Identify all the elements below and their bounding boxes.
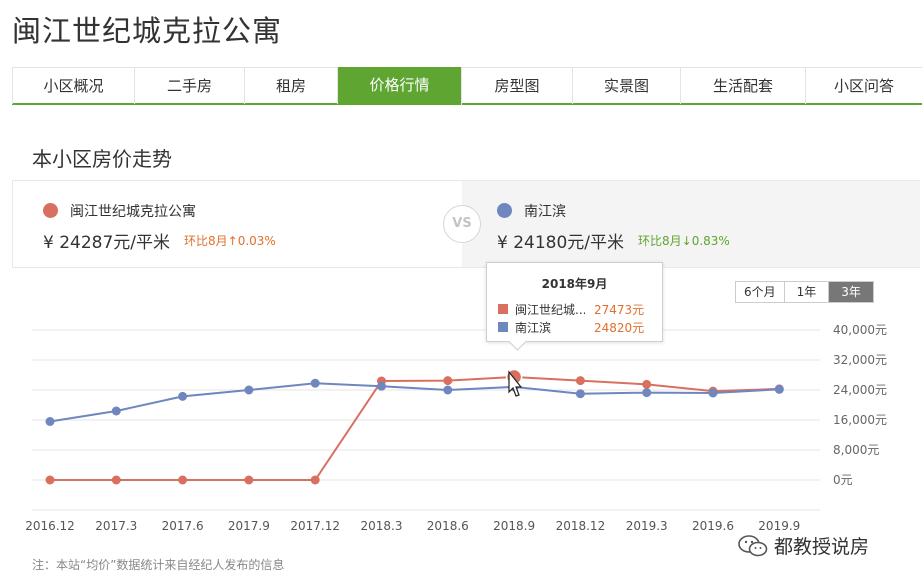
page-title: 闽江世纪城克拉公寓 (12, 14, 283, 48)
mouse-cursor-icon (508, 370, 523, 397)
range-selector: 6个月 1年 3年 (735, 281, 874, 303)
compare-panel: 闽江世纪城克拉公寓 ¥ 24287元/平米 环比8月↑0.03% 南江滨 ¥ 2… (12, 180, 920, 268)
x-tick-label: 2018.12 (556, 519, 606, 533)
tab-second-hand[interactable]: 二手房 (135, 68, 245, 104)
y-tick-label: 8,000元 (833, 443, 879, 457)
wechat-icon (738, 534, 768, 556)
y-tick-label: 40,000元 (833, 323, 887, 337)
series-dot-right (497, 203, 512, 218)
y-tick-label: 24,000元 (833, 383, 887, 397)
data-point[interactable] (310, 475, 320, 485)
compare-right-price: ¥ 24180元/平米 (497, 233, 625, 253)
data-point[interactable] (443, 385, 453, 395)
range-1-year-button[interactable]: 1年 (784, 282, 830, 302)
tab-photos[interactable]: 实景图 (573, 68, 681, 104)
tab-rent[interactable]: 租房 (245, 68, 338, 104)
data-point[interactable] (708, 388, 718, 398)
compare-left-name: 闽江世纪城克拉公寓 (70, 204, 196, 220)
x-tick-label: 2018.9 (493, 519, 535, 533)
compare-left: 闽江世纪城克拉公寓 ¥ 24287元/平米 环比8月↑0.03% (12, 181, 462, 267)
data-point[interactable] (505, 368, 523, 386)
tab-price-trend[interactable]: 价格行情 (338, 67, 462, 105)
x-tick-label: 2016.12 (25, 519, 75, 533)
tooltip-row: 闽江世纪城... 27473元 (498, 301, 658, 317)
x-tick-label: 2019.6 (692, 519, 734, 533)
x-tick-label: 2018.3 (361, 519, 403, 533)
data-point[interactable] (178, 391, 188, 401)
data-point[interactable] (575, 376, 585, 386)
x-tick-label: 2017.9 (228, 519, 270, 533)
watermark: 都教授说房 (738, 532, 869, 559)
data-point[interactable] (45, 475, 55, 485)
x-tick-label: 2017.12 (290, 519, 340, 533)
series-line (50, 375, 780, 481)
data-point[interactable] (377, 376, 386, 386)
data-point[interactable] (244, 475, 254, 485)
compare-left-change: 环比8月↑0.03% (184, 234, 276, 248)
data-point[interactable] (178, 475, 188, 485)
data-point[interactable] (45, 417, 55, 426)
data-source-note: 注：本站“均价”数据统计来自经纪人发布的信息 (32, 558, 285, 572)
y-tick-label: 0元 (833, 473, 853, 487)
data-point[interactable] (310, 378, 320, 388)
data-point[interactable] (575, 389, 585, 399)
range-3-years-button[interactable]: 3年 (829, 282, 873, 302)
series-dot-left (43, 203, 58, 218)
vs-badge: VS (443, 205, 481, 243)
compare-right-change: 环比8月↓0.83% (638, 234, 730, 248)
data-point[interactable] (111, 406, 121, 416)
x-tick-label: 2019.9 (758, 519, 800, 533)
data-point[interactable] (111, 475, 121, 485)
tooltip-swatch (498, 322, 508, 332)
data-point[interactable] (708, 386, 718, 396)
tooltip-series-name: 南江滨 (515, 321, 552, 335)
data-point[interactable] (642, 379, 652, 389)
x-tick-label: 2018.6 (427, 519, 469, 533)
tab-amenities[interactable]: 生活配套 (681, 68, 806, 104)
tooltip-title: 2018年9月 (541, 277, 608, 291)
data-point[interactable] (443, 376, 453, 386)
tooltip-row: 南江滨 24820元 (498, 319, 658, 335)
tab-qa[interactable]: 小区问答 (833, 77, 894, 95)
watermark-text: 都教授说房 (774, 536, 870, 558)
range-6-months-button[interactable]: 6个月 (736, 282, 785, 302)
x-tick-label: 2017.6 (162, 519, 204, 533)
series-line (49, 382, 780, 423)
tab-overview[interactable]: 小区概况 (12, 68, 135, 104)
tooltip-series-name: 闽江世纪城... (515, 303, 585, 317)
data-point[interactable] (774, 384, 784, 394)
tooltip-series-value: 27473元 (594, 303, 645, 317)
data-point[interactable] (774, 384, 784, 394)
data-point[interactable] (244, 385, 254, 395)
y-tick-label: 16,000元 (833, 413, 887, 427)
compare-right: 南江滨 ¥ 24180元/平米 环比8月↓0.83% (462, 181, 920, 267)
x-tick-label: 2019.3 (626, 519, 668, 533)
chart-tooltip: 2018年9月 闽江世纪城... 27473元 南江滨 24820元 (486, 262, 663, 342)
tooltip-swatch (498, 304, 508, 314)
data-point[interactable] (509, 382, 519, 392)
tooltip-series-value: 24820元 (594, 321, 645, 335)
data-point[interactable] (642, 388, 652, 398)
tab-floor-plan[interactable]: 房型图 (462, 68, 573, 104)
compare-left-price: ¥ 24287元/平米 (43, 233, 171, 253)
x-tick-label: 2017.3 (95, 519, 137, 533)
y-tick-label: 32,000元 (833, 353, 887, 367)
section-title: 本小区房价走势 (32, 147, 172, 171)
compare-right-name: 南江滨 (524, 204, 566, 220)
data-point[interactable] (377, 381, 386, 391)
tab-bar: 小区概况 二手房 租房 价格行情 房型图 实景图 生活配套 小区问答 (12, 67, 922, 105)
